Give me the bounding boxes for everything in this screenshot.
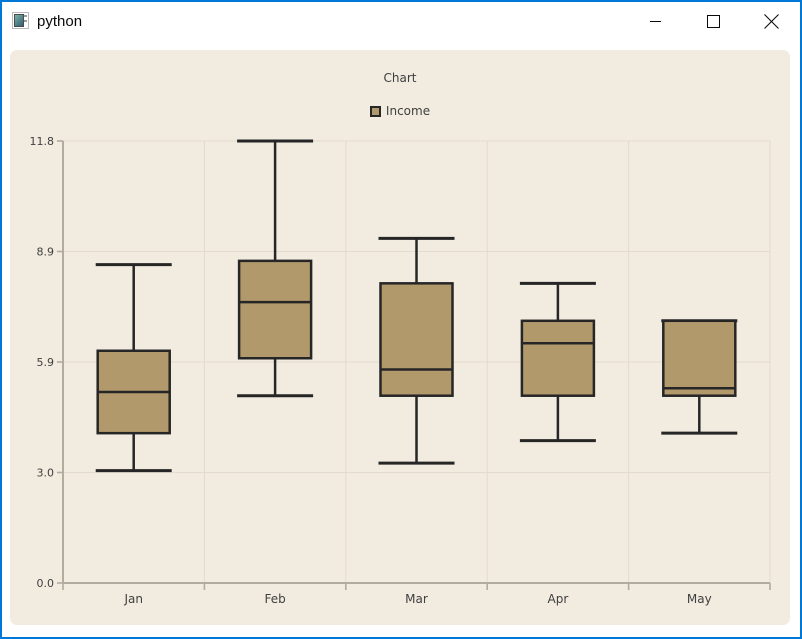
app-icon-detail [24,20,27,22]
app-icon [12,12,29,29]
box-plot-apr [519,281,596,443]
window-title: python [37,12,83,30]
minimize-button[interactable] [626,2,684,40]
client-area: Chart Income 0.0 3.0 5.9 8.9 11.8 Jan Feb Mar Ap… [2,40,800,637]
boxplot-svg: 0.0 3.0 5.9 8.9 11.8 Jan Feb Mar Apr May [30,135,771,606]
box-plot-feb [237,139,314,398]
box-iqr [520,319,596,397]
chart-title: Chart [383,71,417,85]
legend: Income [10,104,790,118]
y-axis-tick-label: 5.9 [37,356,55,369]
y-axis-tick-label: 8.9 [37,246,55,259]
minimize-icon [649,20,661,22]
title-bar[interactable]: python [2,2,800,40]
box-iqr [237,259,313,360]
maximize-icon [706,14,720,28]
close-icon [763,13,779,29]
y-axis-tick-label: 3.0 [37,467,55,480]
window-controls [626,2,800,40]
y-axis-tick-label: 11.8 [30,135,55,148]
x-axis-category-label: Apr [548,592,569,606]
box-plot-jan [95,263,172,473]
legend-label-income: Income [385,104,431,118]
chart-widget: Chart Income 0.0 3.0 5.9 8.9 11.8 Jan Feb Mar Ap… [10,50,790,625]
box-iqr [662,319,737,397]
x-axis-category-label: May [687,592,712,606]
box-plot-mar [378,236,455,465]
box-iqr [379,282,454,397]
x-axis-category-label: Mar [405,592,428,606]
app-icon-pane [14,14,24,27]
x-axis-category-label: Feb [264,592,285,606]
maximize-button[interactable] [684,2,742,40]
app-icon-detail [24,15,27,17]
y-axis-tick-label: 0.0 [37,577,55,590]
close-button[interactable] [742,2,800,40]
legend-marker-income [369,105,381,117]
box-plot-may [661,319,738,435]
x-axis-category-label: Jan [123,592,143,606]
